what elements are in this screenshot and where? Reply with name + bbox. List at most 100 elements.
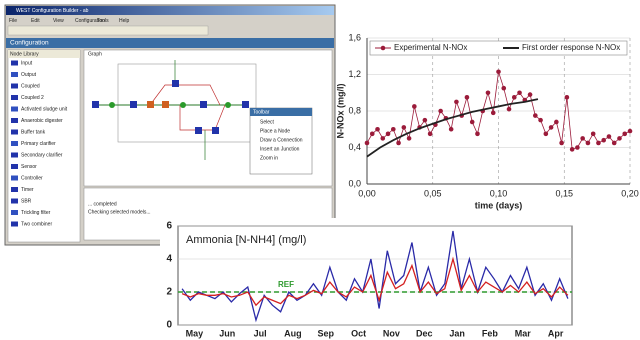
library-item[interactable]: Timer [21, 187, 34, 193]
data-point [375, 127, 380, 132]
toolbar[interactable] [8, 26, 208, 35]
library-item[interactable]: Secondary clarifier [21, 152, 63, 158]
data-point [412, 104, 417, 109]
y-tick-label: 4 [166, 254, 172, 265]
context-menu-item[interactable]: Place a Node [260, 128, 290, 134]
data-point [428, 132, 433, 137]
library-item[interactable]: Coupled [21, 83, 40, 89]
menu-item[interactable]: Help [119, 18, 130, 24]
library-icon[interactable] [11, 176, 18, 181]
menu-item[interactable]: Tools [97, 18, 109, 24]
data-point [407, 136, 412, 141]
context-menu-item[interactable]: Draw a Connection [260, 137, 303, 143]
data-point [365, 141, 370, 146]
library-icon[interactable] [11, 72, 18, 77]
library-item[interactable]: Buffer tank [21, 129, 46, 135]
x-tick-label: Sep [317, 328, 334, 338]
node[interactable] [109, 102, 115, 108]
x-tick-label: Jan [449, 328, 465, 338]
library-icon[interactable] [11, 141, 18, 146]
data-point [438, 109, 443, 114]
x-tick-label: 0,05 [424, 188, 442, 198]
library-icon[interactable] [11, 222, 18, 227]
node[interactable] [172, 80, 179, 87]
x-tick-label: May [186, 328, 204, 338]
legend-label: First order response N-NOx [522, 43, 620, 52]
library-title: Node Library [10, 51, 39, 57]
data-point [396, 141, 401, 146]
data-point [386, 132, 391, 137]
node[interactable] [162, 101, 169, 108]
menu-item[interactable]: File [9, 18, 17, 24]
library-item[interactable]: Sensor [21, 164, 37, 170]
library-icon[interactable] [11, 199, 18, 204]
data-point [491, 111, 496, 116]
y-axis-label: N-NOx (mg/l) [335, 83, 345, 138]
library-icon[interactable] [11, 84, 18, 89]
library-icon[interactable] [11, 61, 18, 66]
x-tick-label: Apr [548, 328, 564, 338]
library-icon[interactable] [11, 118, 18, 123]
node[interactable] [212, 127, 219, 134]
data-point [591, 132, 596, 137]
x-tick-label: Oct [351, 328, 366, 338]
data-point [528, 92, 533, 97]
library-icon[interactable] [11, 164, 18, 169]
library-icon[interactable] [11, 153, 18, 158]
data-point [622, 132, 627, 137]
y-tick-label: 6 [166, 221, 172, 232]
library-item[interactable]: Trickling filter [21, 210, 51, 216]
context-menu-item[interactable]: Select [260, 119, 275, 125]
node[interactable] [195, 127, 202, 134]
data-point [570, 147, 575, 152]
x-tick-label: Jul [254, 328, 267, 338]
data-point [612, 141, 617, 146]
library-item[interactable]: Activated sludge unit [21, 106, 68, 112]
library-item[interactable]: Controller [21, 175, 43, 181]
data-point [628, 129, 633, 134]
data-point [544, 132, 549, 137]
node[interactable] [92, 101, 99, 108]
context-menu-title: Toolbar [253, 109, 270, 115]
library-icon[interactable] [11, 107, 18, 112]
library-icon[interactable] [11, 130, 18, 135]
library-icon[interactable] [11, 187, 18, 192]
y-tick-label: 0 [166, 320, 172, 331]
library-item[interactable]: Output [21, 72, 37, 78]
data-point [596, 141, 601, 146]
data-point [554, 120, 559, 125]
library-icon[interactable] [11, 95, 18, 100]
graph-tab: Graph [88, 51, 102, 57]
library-item[interactable]: Primary clarifier [21, 141, 56, 147]
data-point [607, 134, 612, 139]
data-point [565, 95, 570, 100]
x-tick-label: Nov [383, 328, 400, 338]
chart-title: Ammonia [N-NH4] (mg/l) [186, 234, 306, 246]
library-item[interactable]: SBR [21, 198, 32, 204]
node[interactable] [147, 101, 154, 108]
library-item[interactable]: Two combiner [21, 221, 52, 227]
software-screenshot: WEST Configuration Builder - ab Configur… [5, 5, 335, 245]
library-icon[interactable] [11, 210, 18, 215]
y-tick-label: 0,4 [348, 142, 361, 152]
context-menu-item[interactable]: Insert an Junction [260, 146, 300, 152]
node[interactable] [200, 101, 207, 108]
menu-item[interactable]: View [53, 18, 64, 24]
window-title: WEST Configuration Builder - ab [16, 8, 89, 14]
data-point [465, 95, 470, 100]
node[interactable] [225, 102, 231, 108]
data-point [512, 95, 517, 100]
menu-item[interactable]: Edit [31, 18, 40, 24]
library-item[interactable]: Anaerobic digester [21, 118, 63, 124]
node[interactable] [130, 101, 137, 108]
node[interactable] [242, 101, 249, 108]
x-tick-label: Dec [416, 328, 433, 338]
library-item[interactable]: Coupled 2 [21, 95, 44, 101]
node[interactable] [180, 102, 186, 108]
x-tick-label: Mar [515, 328, 532, 338]
context-menu-item[interactable]: Zoom in [260, 155, 278, 161]
data-point [549, 125, 554, 130]
library-item[interactable]: Input [21, 60, 33, 66]
data-point [601, 138, 606, 143]
x-tick-label: Feb [482, 328, 499, 338]
